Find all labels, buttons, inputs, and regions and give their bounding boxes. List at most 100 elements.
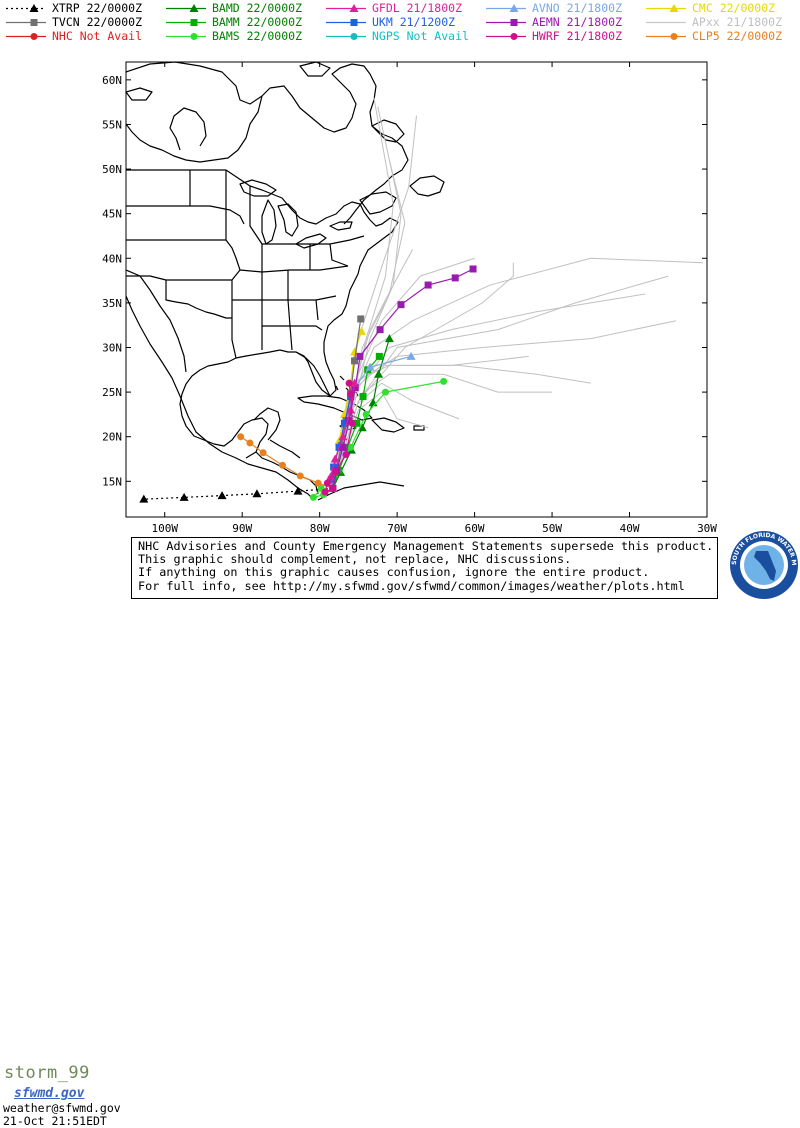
legend-marker	[29, 4, 39, 12]
lat-label: 20N	[102, 431, 122, 444]
legend-swatch-icon	[166, 33, 206, 40]
track-point-marker	[350, 378, 360, 387]
track-point-marker	[357, 315, 365, 323]
legend-label: GFDL 21/1800Z	[372, 1, 463, 15]
lat-label: 30N	[102, 341, 122, 354]
track-point-marker	[374, 369, 384, 378]
lat-label: 35N	[102, 297, 122, 310]
track-point-marker	[356, 352, 364, 360]
track-point-marker	[365, 362, 375, 371]
track-point-marker	[330, 454, 340, 463]
lon-label: 60W	[465, 522, 485, 535]
track-point-marker	[406, 351, 416, 360]
track-point-marker	[376, 326, 384, 334]
track-point-marker	[331, 468, 339, 476]
legend-marker	[510, 19, 518, 26]
track-point-marker	[451, 274, 459, 282]
ensemble-track-line	[332, 257, 704, 489]
legend-label: UKM 21/1200Z	[372, 15, 456, 29]
ensemble-track-line	[332, 293, 646, 489]
legend-label: HWRF 21/1800Z	[532, 29, 623, 43]
track-point-marker	[326, 472, 336, 481]
legend-label: BAMS 22/0000Z	[212, 29, 303, 43]
track-point-marker	[139, 494, 149, 503]
district-seal-icon: SOUTH FLORIDA WATER MANAGEMENT DISTRICT	[728, 527, 798, 599]
track-point-marker	[323, 479, 331, 487]
track-point-marker	[246, 439, 254, 447]
track-point-marker	[237, 433, 245, 441]
track-point-marker	[397, 301, 405, 309]
track-point-marker	[340, 419, 348, 427]
legend-label: XTRP 22/0000Z	[52, 1, 143, 15]
track-point-marker	[296, 472, 304, 480]
track-point-marker	[353, 419, 361, 427]
lat-label: 40N	[102, 252, 122, 265]
track-line	[143, 487, 333, 500]
legend-marker	[510, 33, 518, 40]
legend-swatch-icon	[166, 19, 206, 26]
legend-swatch-icon	[486, 4, 526, 12]
forecast-track-map: 60N 55N 50N 45N 40N 35N 30N 25N 20N 15N 100W 90W 80W…	[102, 61, 717, 535]
ensemble-track-line	[332, 320, 677, 489]
legend-marker	[30, 33, 38, 40]
ensemble-track-line	[332, 275, 669, 489]
track-point-marker	[384, 334, 394, 343]
disclaimer-line: This graphic should complement, not repl…	[138, 552, 572, 567]
legend-label: BAMD 22/0000Z	[212, 1, 303, 15]
legend-marker	[350, 19, 358, 26]
disclaimer-line: NHC Advisories and County Emergency Mana…	[138, 539, 714, 553]
model-tracks	[139, 265, 477, 503]
legend-swatch-icon	[646, 4, 686, 12]
ensemble-track-line	[332, 364, 591, 489]
legend-swatch-icon	[6, 33, 46, 40]
track-point-marker	[351, 357, 359, 365]
legend-label: TVCN 22/0000Z	[52, 15, 143, 29]
track-point-marker	[351, 384, 359, 392]
lat-label: 60N	[102, 74, 122, 87]
lon-label: 70W	[387, 522, 407, 535]
track-point-marker	[252, 489, 262, 498]
legend-swatch-icon	[6, 19, 46, 26]
legend-marker	[189, 4, 199, 12]
lon-label: 30W	[697, 522, 717, 535]
lat-label: 50N	[102, 163, 122, 176]
legend-label: APxx 21/1800Z	[692, 15, 783, 29]
legend-label: AVNO 21/1800Z	[532, 1, 623, 15]
legend-label: CLP5 22/0000Z	[692, 29, 783, 43]
legend-marker	[190, 33, 198, 40]
legend-swatch-icon	[326, 4, 366, 12]
track-point-marker	[346, 405, 356, 414]
contact-email[interactable]: weather@sfwmd.gov	[3, 1101, 121, 1115]
track-point-marker	[278, 461, 286, 469]
track-point-marker	[440, 377, 448, 385]
footer-branding: storm_99 sfwmd.gov weather@sfwmd.gov 21-…	[0, 530, 130, 1128]
model-legend: XTRP 22/0000Z BAMD 22/0000Z GFDL 21/1800Z A…	[0, 0, 800, 48]
lon-label: 100W	[151, 522, 178, 535]
legend-label: NHC Not Avail	[52, 29, 143, 43]
disclaimer-line-url[interactable]: For full info, see http://my.sfwmd.gov/s…	[138, 578, 685, 593]
track-point-marker	[357, 423, 367, 432]
track-point-marker	[293, 486, 303, 495]
track-point-marker	[345, 417, 353, 425]
legend-marker	[30, 19, 38, 26]
track-point-marker	[375, 352, 383, 360]
legend-swatch-icon	[486, 19, 526, 26]
track-point-marker	[179, 492, 189, 501]
legend-marker	[670, 33, 678, 40]
legend-swatch-icon	[486, 33, 526, 40]
track-point-marker	[347, 390, 355, 398]
track-point-marker	[362, 410, 370, 418]
lat-label: 55N	[102, 118, 122, 131]
legend-label: CMC 22/0000Z	[692, 1, 776, 15]
lon-label: 40W	[620, 522, 640, 535]
track-point-marker	[469, 265, 477, 273]
disclaimer-box: NHC Advisories and County Emergency Mana…	[131, 537, 718, 599]
ensemble-track-line	[332, 257, 475, 489]
lon-label: 80W	[310, 522, 330, 535]
legend-marker	[190, 19, 198, 26]
track-point-marker	[347, 443, 355, 451]
track-point-marker	[329, 484, 337, 492]
track-point-marker	[338, 432, 348, 441]
track-point-marker	[348, 419, 356, 427]
sfwmd-logo[interactable]: sfwmd.gov	[14, 1086, 85, 1101]
